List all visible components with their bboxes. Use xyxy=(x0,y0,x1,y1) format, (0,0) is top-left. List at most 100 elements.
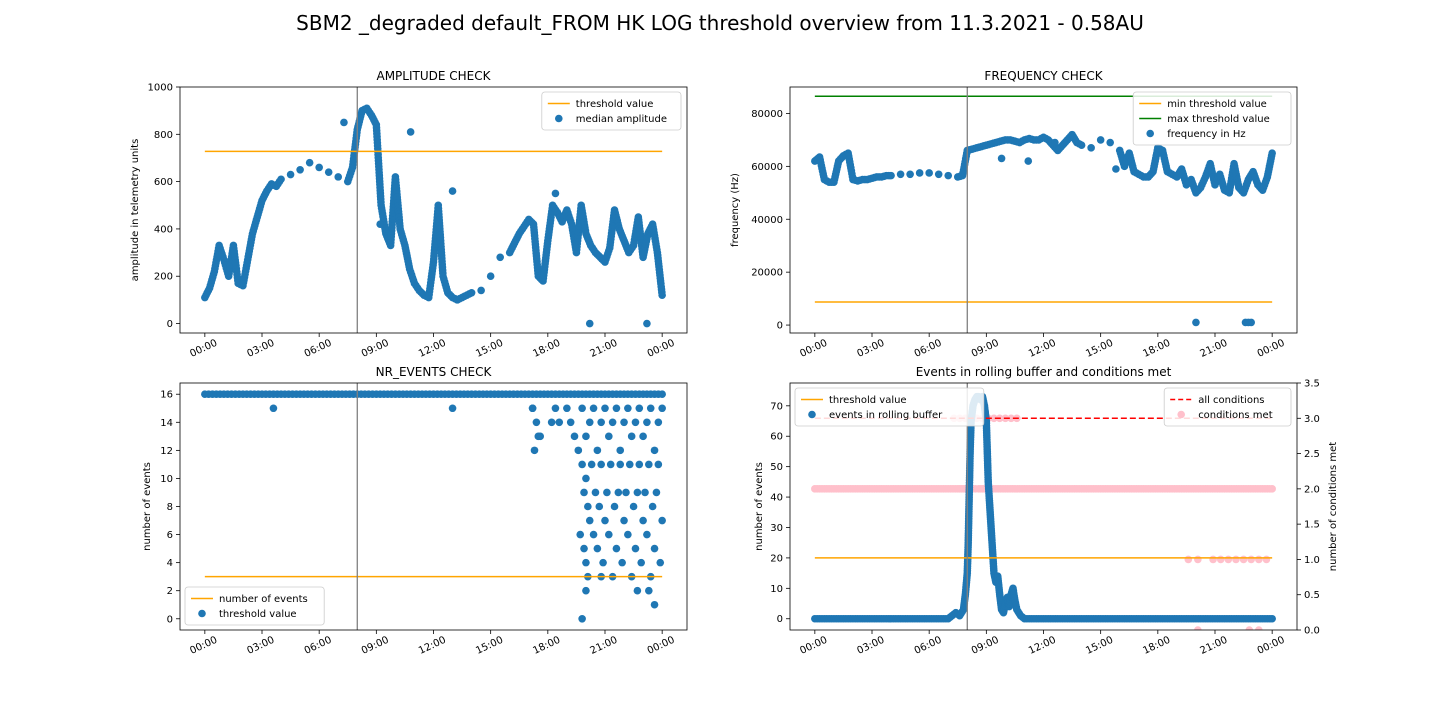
data-point xyxy=(591,488,600,497)
y-tick-label: 0 xyxy=(777,321,783,332)
y-tick-label: 70 xyxy=(770,401,783,412)
data-point xyxy=(570,432,579,441)
data-point xyxy=(599,558,607,567)
data-point xyxy=(296,165,304,174)
chart-title: AMPLITUDE CHECK xyxy=(376,69,491,83)
data-point xyxy=(1051,138,1059,147)
y-right-tick-label: 0.5 xyxy=(1304,590,1320,601)
data-point xyxy=(612,544,621,553)
data-point xyxy=(580,544,588,553)
legend-label: number of events xyxy=(219,594,308,605)
y-tick-label: 800 xyxy=(154,130,173,141)
data-point xyxy=(530,446,539,455)
legend: min threshold value max threshold value fr… xyxy=(1132,91,1292,146)
data-point xyxy=(448,187,457,195)
data-point xyxy=(1247,318,1255,327)
data-point xyxy=(896,170,905,179)
legend-key-marker xyxy=(1146,129,1154,138)
data-point xyxy=(656,558,665,567)
data-point xyxy=(406,128,415,136)
data-point xyxy=(578,404,586,413)
y-right-tick-label: 3.0 xyxy=(1304,414,1320,425)
data-point xyxy=(610,502,619,511)
data-point xyxy=(486,272,495,281)
data-point xyxy=(534,432,543,441)
data-point xyxy=(652,488,661,497)
data-point xyxy=(1024,157,1033,165)
data-point xyxy=(582,474,590,483)
data-point xyxy=(580,488,588,497)
data-point xyxy=(906,170,914,179)
data-point xyxy=(578,614,586,623)
data-point xyxy=(1224,555,1233,564)
legend-key-marker xyxy=(555,114,563,123)
data-point xyxy=(629,502,638,511)
legend: number of events threshold value xyxy=(184,586,325,626)
data-point xyxy=(532,418,541,427)
data-point xyxy=(448,404,457,413)
legend-label: median amplitude xyxy=(576,114,667,125)
legend-label: threshold value xyxy=(576,99,654,110)
y-tick-label: 80000 xyxy=(751,109,783,120)
y-axis-label: amplitude in telemetry units xyxy=(130,139,141,282)
legend-label: conditions met xyxy=(1198,410,1273,421)
data-point xyxy=(639,516,647,525)
data-point xyxy=(658,390,666,399)
data-point xyxy=(1268,149,1276,157)
data-point xyxy=(582,432,590,441)
data-point xyxy=(315,163,323,172)
data-point xyxy=(650,544,659,553)
y-tick-label: 4 xyxy=(167,558,173,569)
y-tick-label: 60000 xyxy=(751,162,783,173)
data-point xyxy=(620,516,628,525)
data-point xyxy=(650,446,659,455)
data-point xyxy=(643,418,651,427)
data-point xyxy=(1007,414,1015,423)
legend-box xyxy=(1132,91,1292,146)
y-tick-label: 20000 xyxy=(751,268,783,279)
y-tick-label: 16 xyxy=(160,390,173,401)
data-point xyxy=(547,418,556,427)
legend-label: all conditions xyxy=(1198,395,1264,406)
data-point xyxy=(641,488,649,497)
legend: threshold value events in rolling buffer xyxy=(794,387,985,427)
y-tick-label: 0 xyxy=(167,319,173,330)
y-tick-label: 0 xyxy=(777,614,783,625)
data-point xyxy=(654,460,663,469)
legend-box xyxy=(541,91,682,131)
chart-title: Events in rolling buffer and conditions … xyxy=(916,365,1172,379)
y-tick-label: 50 xyxy=(770,462,783,473)
data-point xyxy=(601,404,609,413)
data-point xyxy=(286,170,295,179)
y-axis-label: number of events xyxy=(142,462,153,551)
data-point xyxy=(477,286,485,295)
data-point xyxy=(1255,626,1263,630)
y-right-tick-label: 1.0 xyxy=(1304,555,1320,566)
y-right-tick-label: 0.0 xyxy=(1304,626,1320,637)
data-point xyxy=(605,530,613,539)
legend-label: threshold value xyxy=(829,395,907,406)
y-tick-label: 40000 xyxy=(751,215,783,226)
data-point xyxy=(277,175,285,184)
data-point xyxy=(646,404,655,413)
figure-suptitle: SBM2 _degraded default_FROM HK LOG thres… xyxy=(296,11,1144,35)
data-point xyxy=(633,488,642,497)
y-tick-label: 12 xyxy=(160,446,173,457)
y-tick-label: 40 xyxy=(770,493,783,504)
data-point xyxy=(324,168,333,176)
data-point xyxy=(1216,555,1225,564)
y-tick-label: 8 xyxy=(167,502,173,513)
y-right-axis-label: number of conditions met xyxy=(1328,442,1339,572)
data-point xyxy=(584,502,592,511)
data-point xyxy=(597,460,605,469)
data-point xyxy=(1239,555,1248,564)
y-tick-label: 600 xyxy=(154,177,173,188)
plot-area xyxy=(201,87,666,333)
data-point xyxy=(633,586,642,595)
y-tick-label: 60 xyxy=(770,432,783,443)
legend: threshold value median amplitude xyxy=(541,91,682,131)
data-point xyxy=(616,446,625,455)
data-point xyxy=(648,502,657,511)
data-point xyxy=(551,404,560,413)
